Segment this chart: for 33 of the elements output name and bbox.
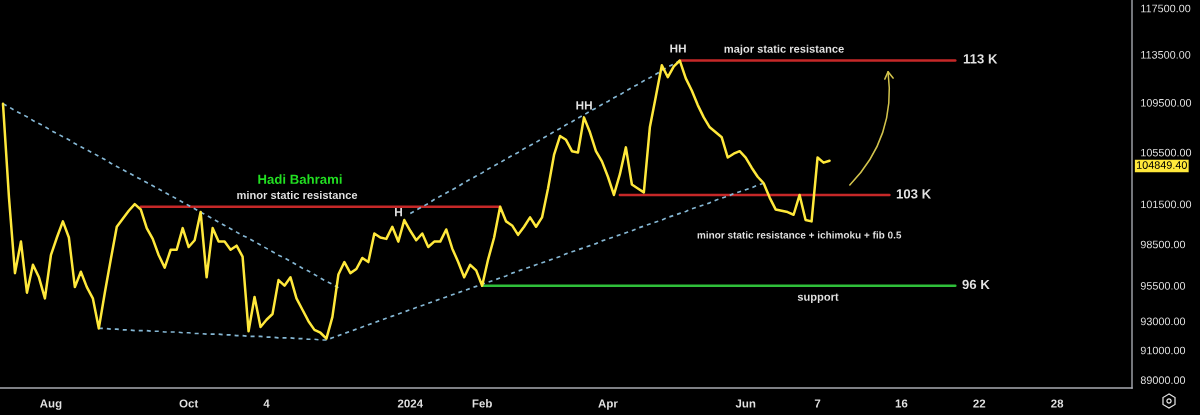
x-tick-label: Oct: [179, 399, 199, 408]
x-tick-label: Aug: [39, 399, 62, 410]
x-tick-label: 4: [263, 399, 270, 408]
annotation: 103 K: [896, 189, 932, 199]
y-tick-label: 89000.00: [1140, 376, 1186, 385]
annotation: support: [797, 293, 839, 303]
y-tick-label: 93000.00: [1140, 317, 1186, 326]
y-tick-label: 98500.00: [1140, 240, 1186, 249]
x-tick-label: Feb: [472, 399, 492, 408]
y-tick-label: 109500.00: [1141, 99, 1192, 107]
annotation: minor static resistance + ichimoku + fib 0.5: [697, 231, 902, 239]
y-tick-label: 95500.00: [1140, 282, 1186, 290]
annotation: 113 K: [963, 54, 998, 64]
annotation: 96 K: [962, 279, 990, 290]
x-tick-label: 2024: [397, 399, 424, 408]
annotation: HH: [670, 44, 686, 53]
x-tick-label: 7: [814, 399, 821, 408]
y-tick-label: 105500.00: [1141, 148, 1192, 157]
y-tick-label: 113500.00: [1141, 50, 1191, 59]
text: 104849.40: [1136, 161, 1187, 169]
annotation: Hadi Bahrami: [258, 174, 342, 184]
annotation: HH: [576, 101, 592, 110]
x-tick-label: 22: [973, 399, 986, 408]
y-tick-label: 91000.00: [1140, 346, 1186, 355]
x-tick-label: 28: [1051, 399, 1064, 408]
x-tick-label: Jun: [735, 399, 756, 408]
y-tick-label: 101500.00: [1141, 200, 1192, 209]
x-tick-label: 16: [895, 399, 908, 408]
annotation: H: [395, 208, 402, 217]
annotation: major static resistance: [724, 44, 844, 55]
annotation: minor static resistance: [237, 190, 358, 200]
y-tick-label: 117500.00: [1141, 4, 1191, 13]
x-tick-label: Apr: [598, 399, 618, 410]
